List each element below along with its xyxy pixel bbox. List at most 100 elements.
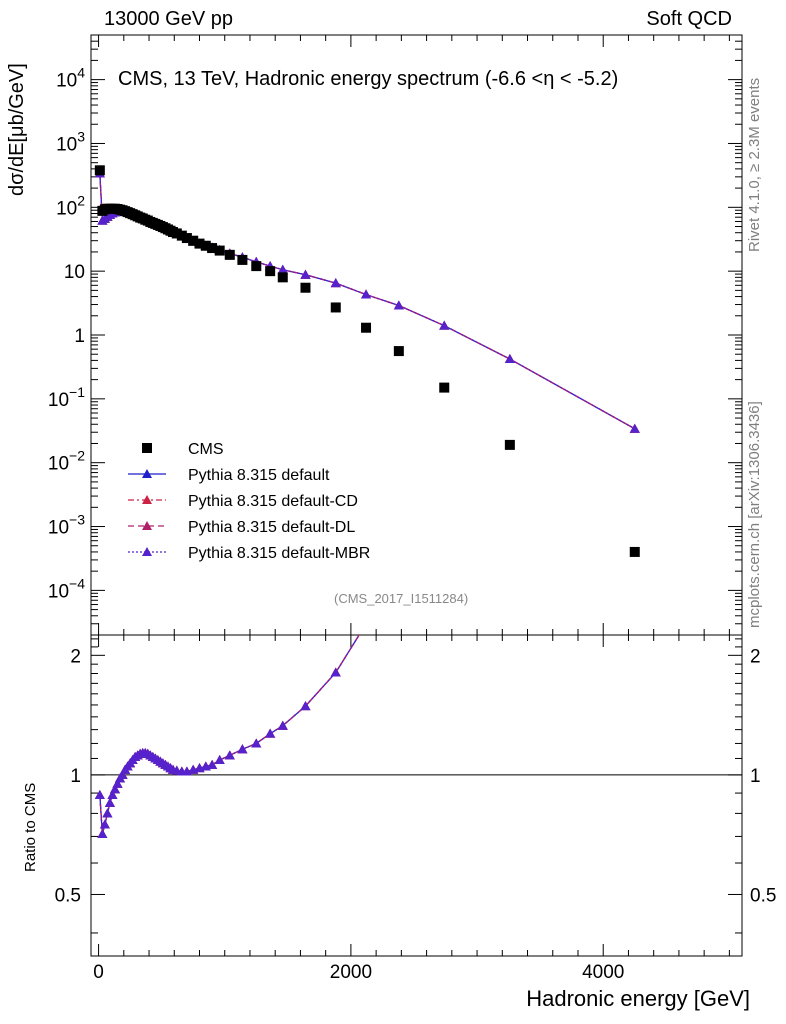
ratio-point [394,540,404,549]
data-point [200,240,211,251]
ratio-point [630,32,640,41]
header-energy: 13000 GeV pp [104,8,233,30]
ratio-tick-label: 1 [70,766,81,787]
ratio-point [394,540,404,549]
series-point [277,264,288,274]
data-point [277,272,288,283]
series-line [99,173,636,430]
ratio-tick-label: 0.5 [55,885,81,906]
legend-marker [142,469,152,478]
x-tick-label: 4000 [582,962,624,983]
ratio-point [505,271,515,280]
legend-label: Pythia 8.315 default-DL [188,519,355,536]
ratio-point [394,540,404,549]
x-axis-label: Hadronic energy [GeV] [526,986,750,1011]
y-tick-label: 103 [56,128,85,155]
plot-title: CMS, 13 TeV, Hadronic energy spectrum (-… [118,68,619,90]
series-line [99,173,636,430]
mcplots-reference-label: mcplots.cern.ch [arXiv:1306.3436] [746,401,763,628]
ratio-tick-label: 2 [70,646,81,667]
analysis-id: (CMS_2017_I1511284) [334,591,469,606]
ratio-line [99,635,360,835]
series-point [330,278,341,288]
ratio-point [251,738,262,748]
ratio-point [112,778,123,788]
data-point [393,346,404,357]
x-tick-label: 0 [93,962,104,983]
series-line [99,173,636,430]
ratio-point [237,744,248,754]
ratio-point [265,728,276,738]
legend-label: Pythia 8.315 default [188,467,330,484]
ratio-point [214,755,225,765]
data-point [188,235,199,246]
ratio-point [361,619,371,628]
ratio-point [361,619,371,628]
ratio-point [439,429,449,438]
ratio-point [630,32,640,41]
data-point [237,254,248,265]
legend-label: CMS [188,441,224,458]
ratio-point [277,720,288,730]
data-point [361,322,372,333]
y-tick-label: 102 [56,192,85,219]
data-point [194,238,205,249]
series-point [361,289,372,299]
legend-marker [142,495,152,504]
ratio-point [439,429,449,438]
ratio-point [300,701,311,711]
data-point [629,546,640,557]
header-category: Soft QCD [646,8,732,30]
data-point [181,233,192,244]
x-tick-label: 2000 [330,962,372,983]
data-point [94,165,105,176]
ratio-point [102,808,113,818]
ratio-tick-label-right: 0.5 [750,885,776,906]
ratio-point [104,797,115,807]
ratio-point [439,429,449,438]
y-axis-label: dσ/dE[μb/GeV] [6,63,28,196]
ratio-line [99,635,360,835]
legend-marker [142,547,152,556]
ratio-point [394,540,404,549]
data-point [265,266,276,277]
rivet-version-label: Rivet 4.1.0, ≥ 2.3M events [746,77,763,252]
y-tick-label: 10−3 [48,512,85,539]
series-point [300,269,311,279]
y-tick-label: 10−2 [48,448,85,475]
ratio-point [207,759,218,769]
data-point [504,439,515,450]
ratio-point [107,789,118,799]
data-point [214,245,225,256]
series-point [629,423,640,433]
ratio-point [630,32,640,41]
data-point [207,243,218,254]
y-tick-label: 1 [74,326,85,347]
ratio-point [109,784,120,794]
data-point [300,282,311,293]
y-tick-label: 10−4 [48,575,85,602]
ratio-tick-label-right: 2 [750,646,761,667]
ratio-point [330,667,341,677]
ratio-plot-frame [90,634,743,957]
y-tick-label: 10 [64,262,85,283]
data-point [330,302,341,313]
ratio-point [361,619,371,628]
ratio-line [99,635,360,835]
ratio-tick-label-right: 1 [750,766,761,787]
ratio-point [97,828,108,838]
y-tick-label: 10−1 [48,384,85,411]
ratio-line [99,635,360,835]
legend-label: Pythia 8.315 default-MBR [188,545,370,562]
series-point [393,300,404,310]
data-point [439,382,450,393]
ratio-point [630,32,640,41]
data-point [171,228,182,239]
legend-marker-data [142,443,152,453]
ratio-point [99,819,110,829]
ratio-axis-label: Ratio to CMS [22,782,39,872]
ratio-point [505,271,515,280]
ratio-point [94,789,105,799]
ratio-point [505,271,515,280]
